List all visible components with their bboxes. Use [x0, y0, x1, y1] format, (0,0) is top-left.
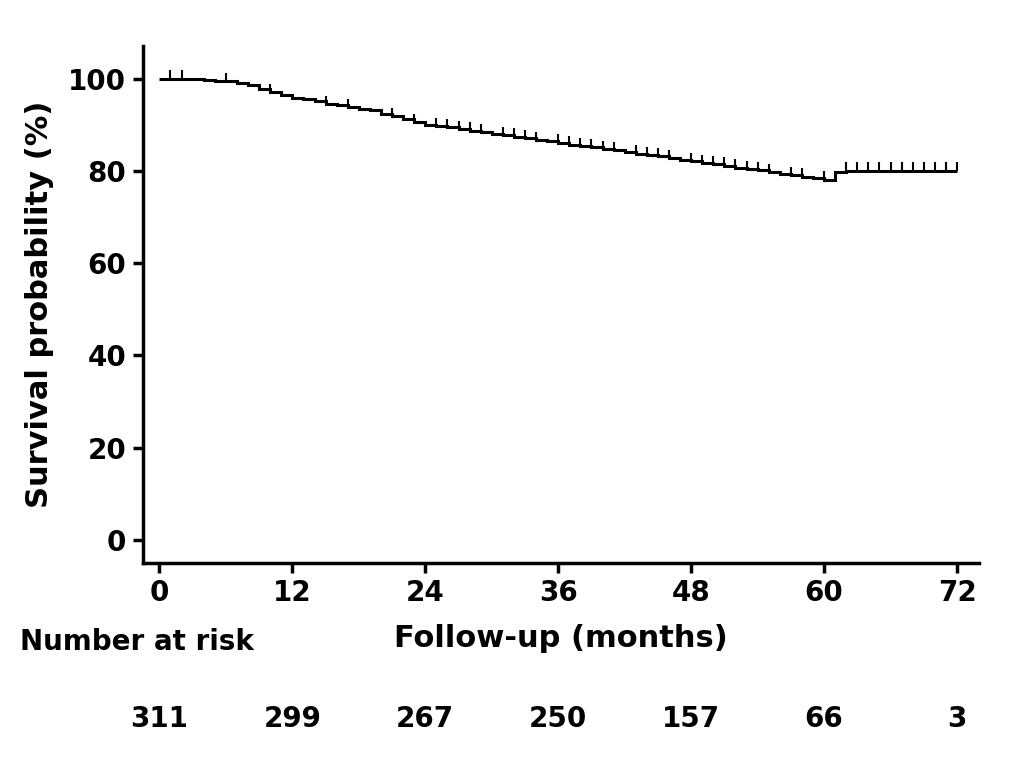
Text: 250: 250	[529, 705, 587, 733]
Text: 157: 157	[661, 705, 719, 733]
Text: 66: 66	[804, 705, 843, 733]
Text: 299: 299	[263, 705, 321, 733]
Text: 311: 311	[130, 705, 189, 733]
Text: 267: 267	[395, 705, 453, 733]
Y-axis label: Survival probability (%): Survival probability (%)	[25, 101, 54, 508]
X-axis label: Follow-up (months): Follow-up (months)	[393, 625, 728, 653]
Text: Number at risk: Number at risk	[20, 628, 254, 656]
Text: 3: 3	[947, 705, 966, 733]
